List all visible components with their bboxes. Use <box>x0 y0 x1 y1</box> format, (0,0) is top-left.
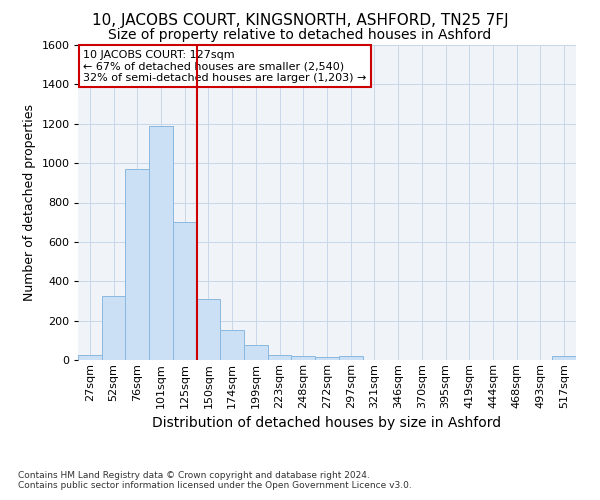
Bar <box>197 299 220 360</box>
Bar <box>268 355 292 360</box>
Bar <box>552 356 576 360</box>
Y-axis label: Number of detached properties: Number of detached properties <box>23 104 36 301</box>
Bar <box>220 330 244 360</box>
Text: 10, JACOBS COURT, KINGSNORTH, ASHFORD, TN25 7FJ: 10, JACOBS COURT, KINGSNORTH, ASHFORD, T… <box>92 12 508 28</box>
Text: 10 JACOBS COURT: 127sqm
← 67% of detached houses are smaller (2,540)
32% of semi: 10 JACOBS COURT: 127sqm ← 67% of detache… <box>83 50 367 83</box>
Bar <box>339 356 362 360</box>
Bar <box>173 222 197 360</box>
Bar <box>102 296 125 360</box>
Bar <box>78 355 102 360</box>
Bar <box>292 356 315 360</box>
Text: Size of property relative to detached houses in Ashford: Size of property relative to detached ho… <box>109 28 491 42</box>
Bar <box>244 345 268 360</box>
X-axis label: Distribution of detached houses by size in Ashford: Distribution of detached houses by size … <box>152 416 502 430</box>
Bar <box>315 357 339 360</box>
Bar <box>149 126 173 360</box>
Bar <box>125 169 149 360</box>
Text: Contains HM Land Registry data © Crown copyright and database right 2024.
Contai: Contains HM Land Registry data © Crown c… <box>18 470 412 490</box>
